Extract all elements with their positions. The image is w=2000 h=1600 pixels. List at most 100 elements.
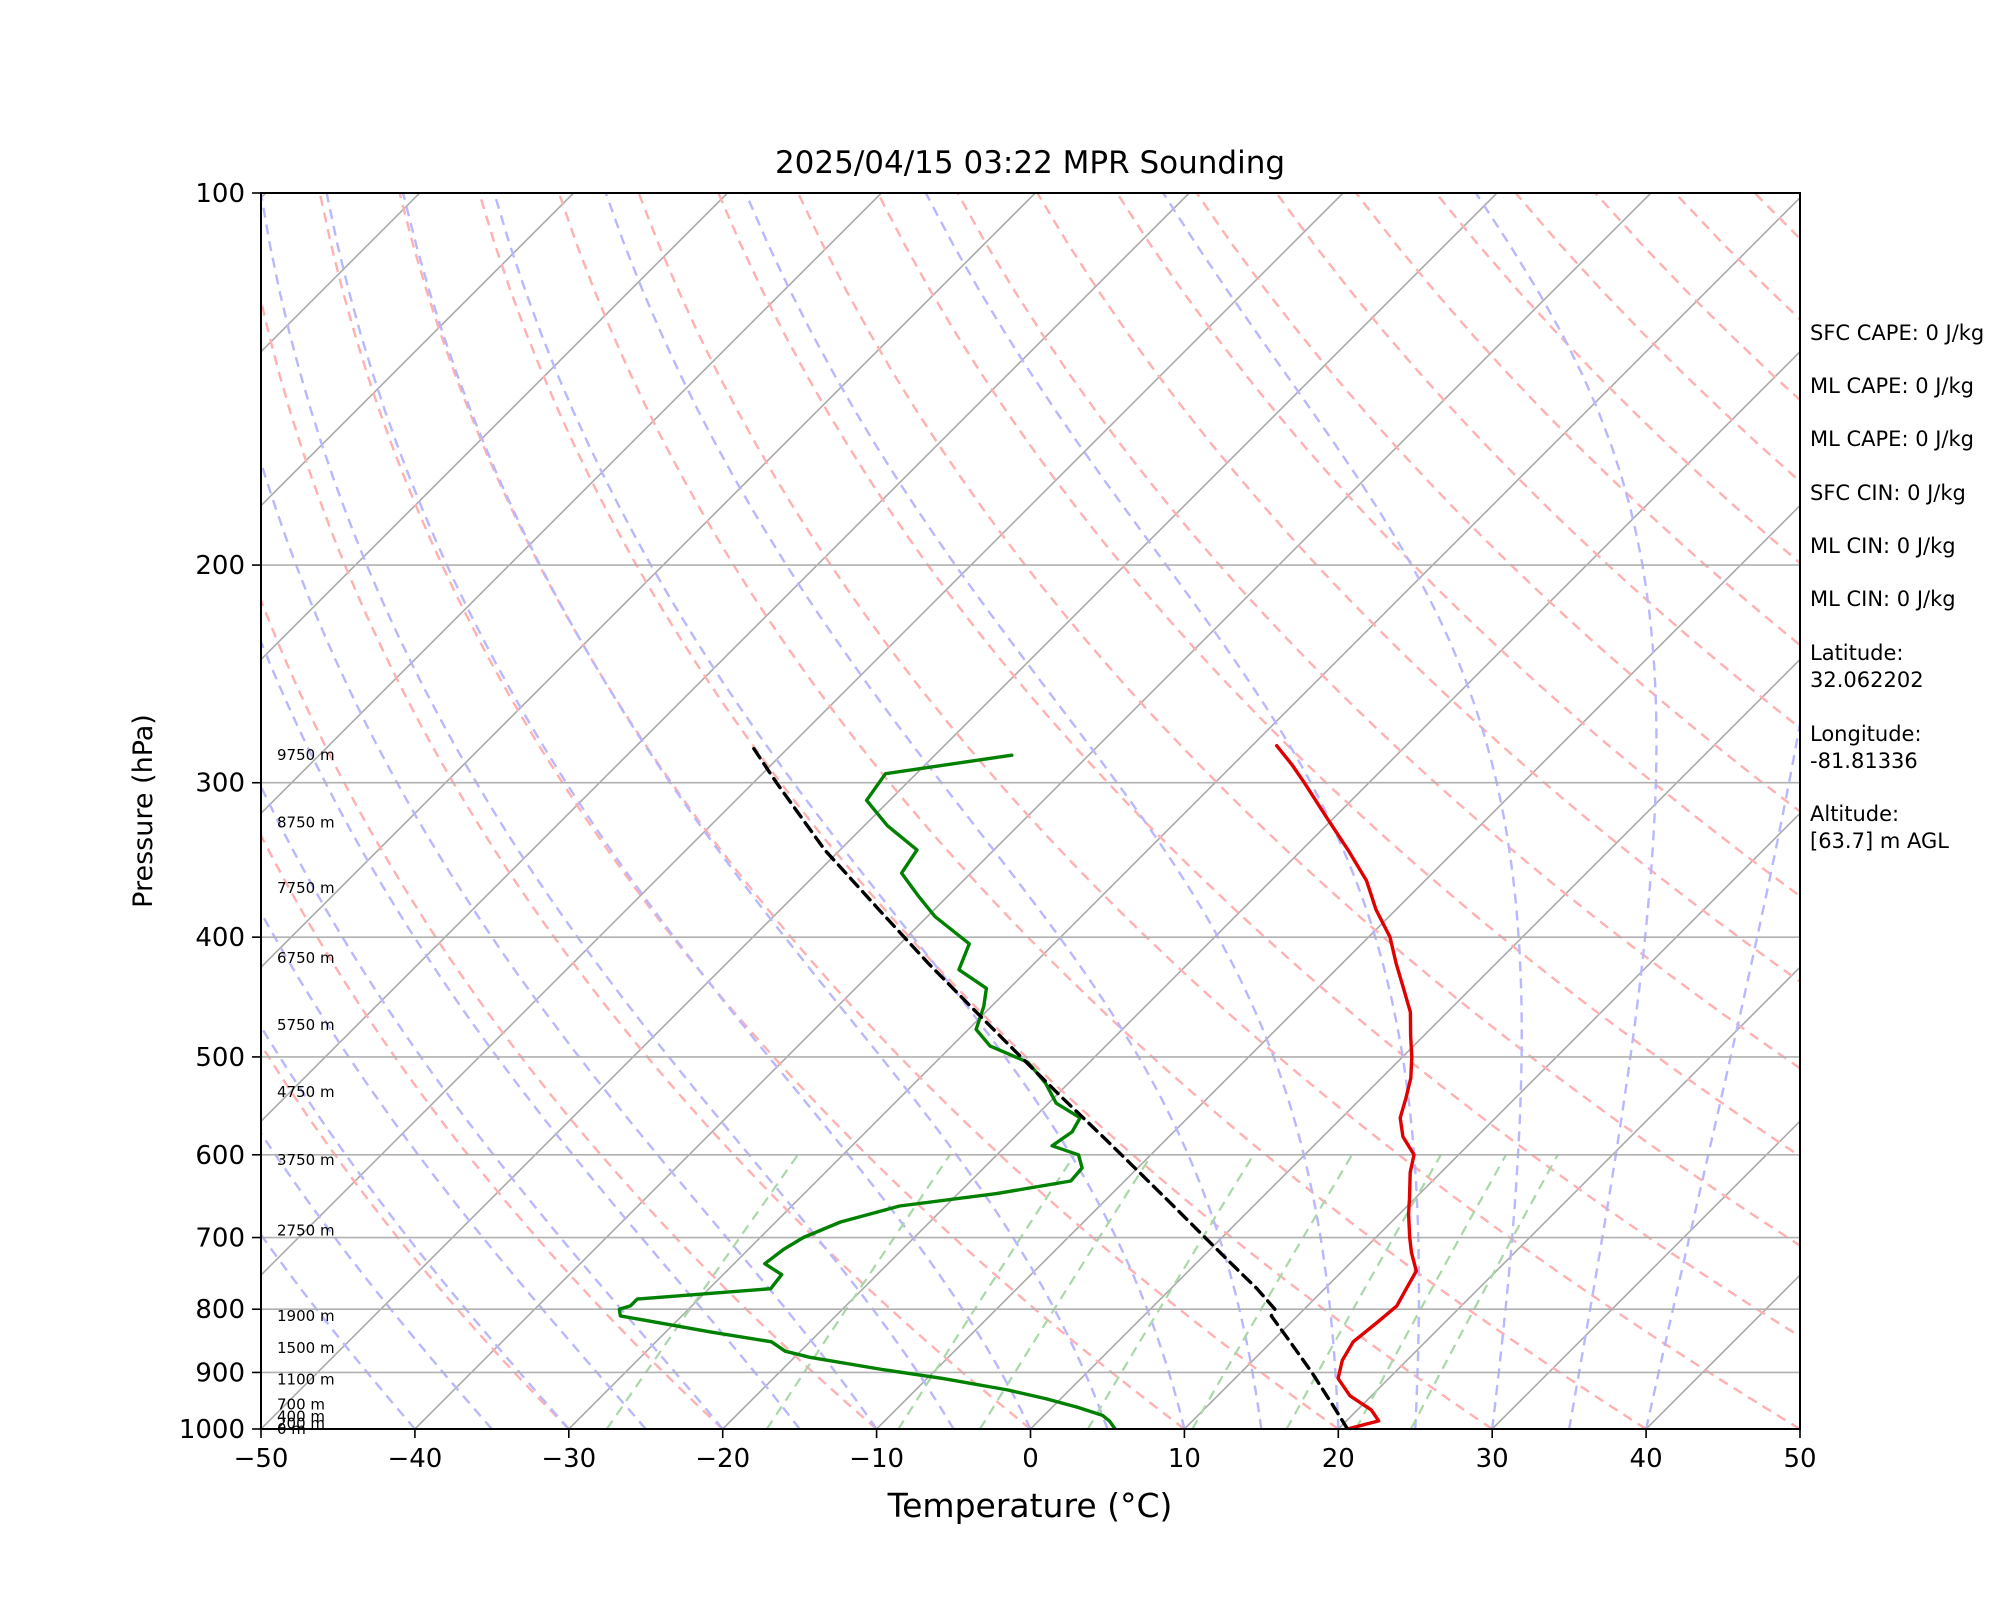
x-tick-label: 40 <box>1630 1444 1663 1474</box>
height-label: 700 m <box>277 1395 325 1413</box>
x-tick-label: −40 <box>387 1444 442 1474</box>
height-label: 1100 m <box>277 1371 335 1389</box>
height-label: 6750 m <box>277 949 335 967</box>
height-label: 4750 m <box>277 1083 335 1101</box>
height-label: 2750 m <box>277 1222 335 1240</box>
ml-cape-text-2: ML CAPE: 0 J/kg <box>1810 427 1974 451</box>
height-labels: 9750 m 8750 m 7750 m 6750 m 5750 m 4750 m 3750… <box>277 746 335 1438</box>
isotherm-line <box>261 193 1036 969</box>
height-label: 400 m <box>277 1408 325 1426</box>
isotherm-line <box>568 196 1800 1429</box>
dry-adiabat-line <box>637 193 1800 1429</box>
reference-lines <box>261 193 1800 1429</box>
moist-adiabat-line <box>261 1024 570 1429</box>
x-tick-label: 20 <box>1322 1444 1355 1474</box>
isotherm-line <box>261 193 1344 1277</box>
isotherm-line <box>261 193 882 815</box>
dry-adiabat-line <box>876 193 1800 1158</box>
moist-adiabat-line <box>744 193 1340 1429</box>
isotherm-line <box>414 193 1652 1429</box>
moist-adiabat-line <box>261 193 955 1429</box>
sfc-cin-text: SFC CIN: 0 J/kg <box>1810 481 1966 505</box>
x-axis: −50 −40 −30 −20 −10 0 10 20 30 40 50 <box>234 1429 1817 1474</box>
isotherm-line <box>1337 966 1800 1429</box>
pressure-grid <box>261 564 1800 1374</box>
y-tick-label: 800 <box>195 1295 245 1325</box>
x-tick-label: −10 <box>849 1444 904 1474</box>
temperature-trace <box>1275 744 1418 1429</box>
x-axis-label: Temperature (°C) <box>887 1486 1173 1525</box>
altitude-label: Altitude: <box>1810 802 1899 826</box>
height-label: 8750 m <box>277 813 335 831</box>
dry-adiabat-line <box>717 193 1800 1338</box>
dry-adiabat-line <box>1115 193 1800 898</box>
moist-adiabat-line <box>1644 716 1800 1429</box>
y-axis: 100 200 300 400 500 600 700 800 900 1000 <box>179 179 261 1445</box>
longitude-label: Longitude: <box>1810 722 1922 746</box>
info-panel: SFC CAPE: 0 J/kg ML CAPE: 0 J/kg ML CAPE… <box>1810 321 1984 853</box>
moist-adiabat-line <box>401 193 1109 1429</box>
x-tick-label: −50 <box>234 1444 289 1474</box>
y-tick-label: 300 <box>195 769 245 799</box>
dry-adiabat-line <box>261 295 1032 1429</box>
moist-adiabat-line <box>261 783 724 1429</box>
x-tick-label: −30 <box>541 1444 596 1474</box>
ml-cape-text: ML CAPE: 0 J/kg <box>1810 374 1974 398</box>
sounding-traces <box>617 744 1418 1429</box>
height-label: 9750 m <box>277 746 335 764</box>
latitude-value: 32.062202 <box>1810 668 1924 692</box>
height-label: 1500 m <box>277 1339 335 1357</box>
dry-adiabat-line <box>261 597 878 1429</box>
y-tick-label: 100 <box>195 179 245 209</box>
dry-adiabat-line <box>557 193 1647 1429</box>
ml-cin-text-2: ML CIN: 0 J/kg <box>1810 587 1956 611</box>
dry-adiabat-line <box>261 833 724 1429</box>
x-tick-label: 50 <box>1783 1444 1816 1474</box>
isotherm-line <box>261 193 1190 1123</box>
height-label: 3750 m <box>277 1151 335 1169</box>
dry-adiabat-line <box>318 193 1186 1429</box>
moist-adiabat-line <box>1162 193 1523 1429</box>
height-label: 5750 m <box>277 1016 335 1034</box>
moist-adiabat-line <box>493 193 1186 1429</box>
height-label: 1900 m <box>277 1307 335 1325</box>
isotherm-line <box>261 193 1498 1429</box>
ml-cin-text: ML CIN: 0 J/kg <box>1810 534 1956 558</box>
y-axis-label: Pressure (hPa) <box>128 714 159 908</box>
sfc-cape-text: SFC CAPE: 0 J/kg <box>1810 321 1984 345</box>
latitude-label: Latitude: <box>1810 641 1904 665</box>
x-tick-label: 10 <box>1168 1444 1201 1474</box>
dry-adiabat-line <box>261 1042 570 1429</box>
dewpoint-trace <box>617 753 1117 1429</box>
y-tick-label: 900 <box>195 1358 245 1388</box>
y-tick-label: 500 <box>195 1043 245 1073</box>
longitude-value: -81.81336 <box>1810 749 1918 773</box>
moist-adiabat-line <box>261 910 647 1429</box>
isotherm-line <box>1029 658 1800 1429</box>
x-tick-label: 0 <box>1022 1444 1039 1474</box>
moist-adiabat-line <box>604 193 1263 1429</box>
y-tick-label: 600 <box>195 1141 245 1171</box>
x-tick-label: −20 <box>695 1444 750 1474</box>
moist-adiabat-line <box>1474 193 1658 1429</box>
moist-adiabat-line <box>924 193 1421 1429</box>
y-tick-label: 200 <box>195 551 245 581</box>
moist-adiabat-line <box>261 638 801 1429</box>
dry-adiabat-line <box>1195 193 1800 814</box>
isotherm-line <box>1183 812 1800 1429</box>
dry-adiabat-line <box>797 193 1800 1248</box>
altitude-value: [63.7] m AGL <box>1810 829 1949 853</box>
height-label: 7750 m <box>277 879 335 897</box>
moist-adiabat-line <box>261 458 878 1429</box>
y-tick-label: 1000 <box>179 1415 245 1445</box>
mixing-ratio-line <box>1410 1154 1559 1429</box>
parcel-profile-trace <box>750 744 1350 1429</box>
dry-adiabat-line <box>1036 193 1800 984</box>
isotherm-line <box>261 193 575 507</box>
x-tick-label: 30 <box>1476 1444 1509 1474</box>
isotherm-line <box>1491 1120 1800 1429</box>
isotherm-line <box>261 193 729 661</box>
y-tick-label: 400 <box>195 923 245 953</box>
